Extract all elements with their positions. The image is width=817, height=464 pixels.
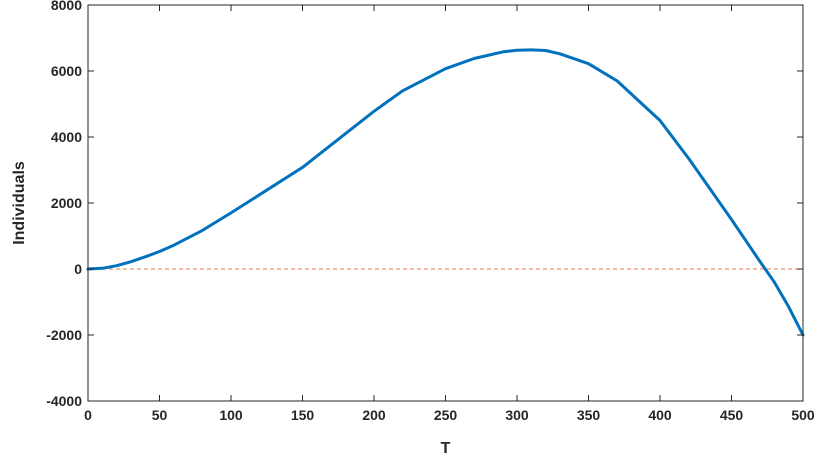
x-axis-ticks: 0 50 100 150 200 250 300 350 400 450 500 <box>84 5 815 423</box>
x-tick-label: 300 <box>505 407 529 423</box>
series-layer <box>86 48 805 337</box>
x-tick-label: 0 <box>84 407 92 423</box>
x-tick-label: 450 <box>720 407 744 423</box>
x-tick-label: 50 <box>152 407 168 423</box>
x-tick-label: 400 <box>648 407 672 423</box>
series-line-0 <box>86 48 805 337</box>
y-tick-label: 4000 <box>51 129 82 145</box>
x-axis-title: T <box>441 440 451 457</box>
x-tick-label: 350 <box>577 407 601 423</box>
plot-area <box>88 5 803 401</box>
y-tick-label: 0 <box>74 261 82 277</box>
y-axis-title: Individuals <box>11 161 28 245</box>
x-tick-label: 250 <box>434 407 458 423</box>
y-tick-label: -4000 <box>46 393 82 409</box>
plot-background <box>88 5 803 401</box>
y-axis-ticks: -4000 -2000 0 2000 4000 6000 8000 <box>46 0 803 409</box>
y-tick-label: 6000 <box>51 63 82 79</box>
y-tick-label: 8000 <box>51 0 82 13</box>
x-tick-label: 500 <box>791 407 815 423</box>
y-tick-label: -2000 <box>46 327 82 343</box>
y-tick-label: 2000 <box>51 195 82 211</box>
x-tick-label: 150 <box>291 407 315 423</box>
x-tick-label: 200 <box>362 407 386 423</box>
x-tick-label: 100 <box>219 407 243 423</box>
